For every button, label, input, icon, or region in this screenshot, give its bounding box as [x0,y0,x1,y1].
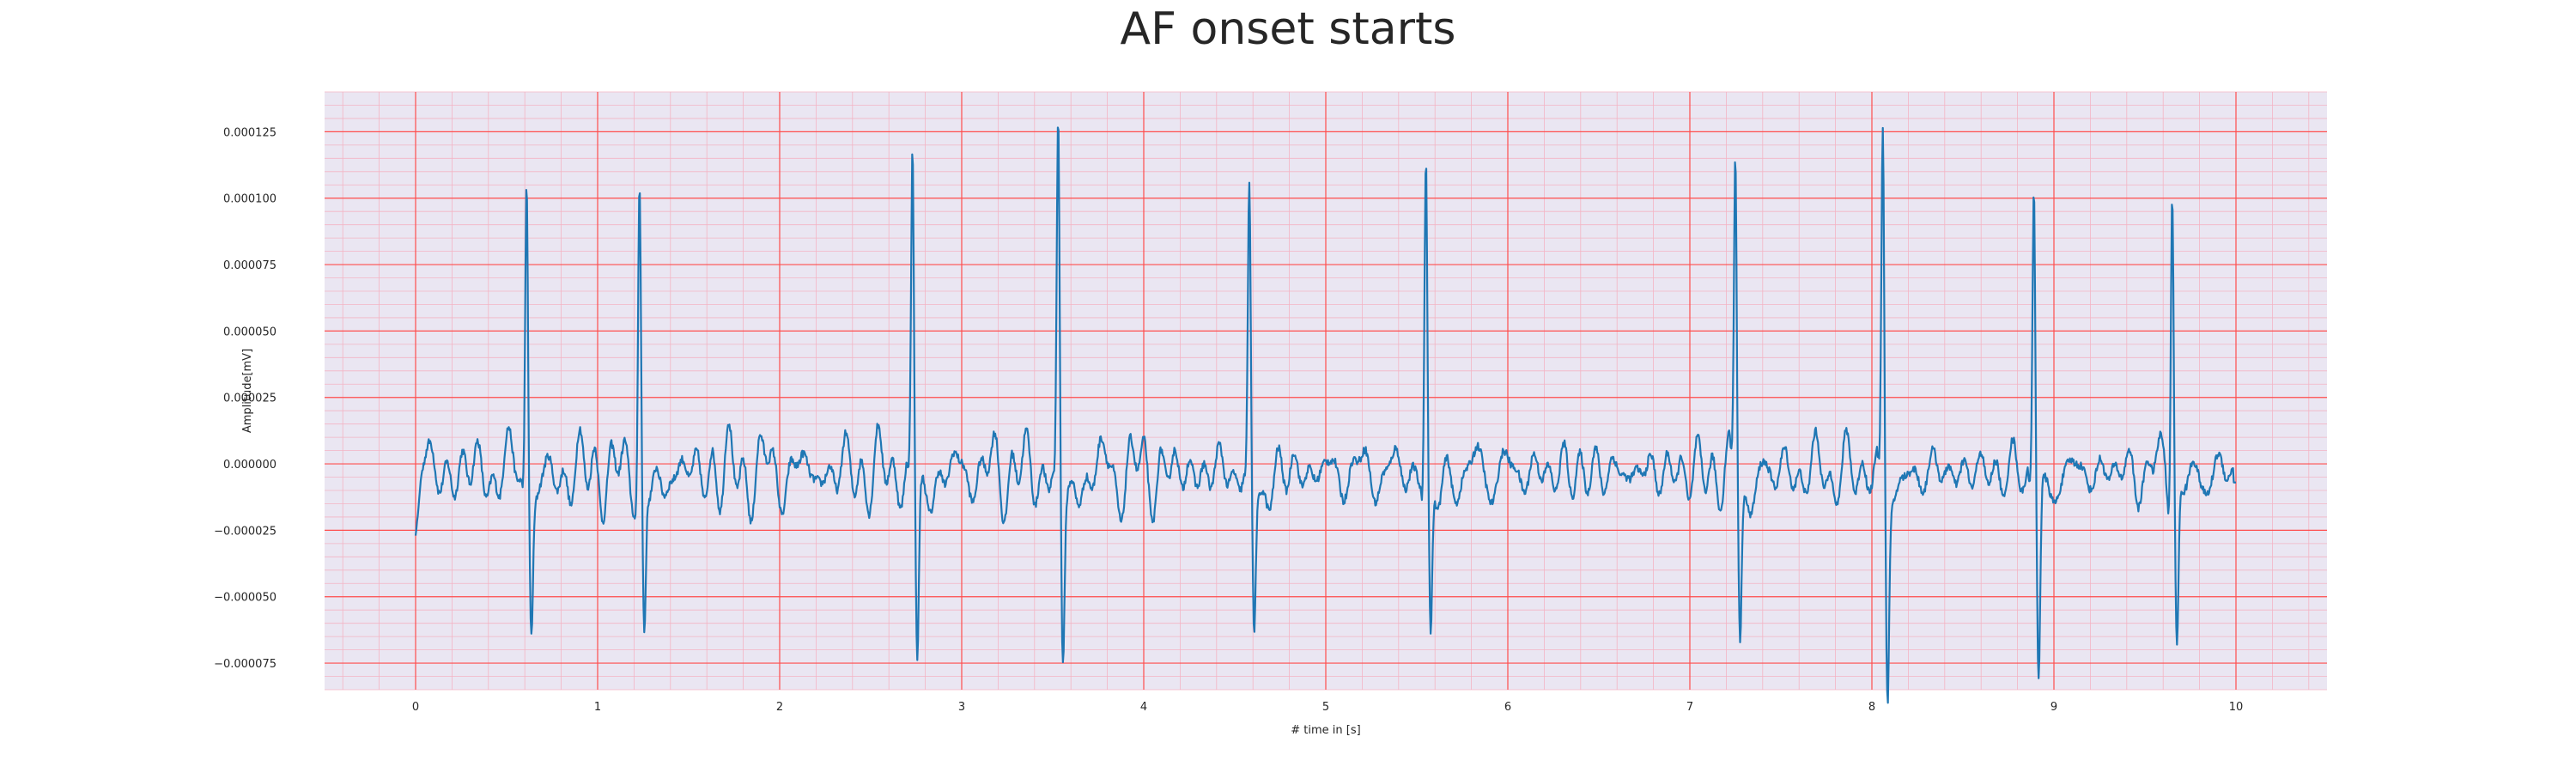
x-tick-label: 1 [594,701,601,714]
major-grid [325,92,2327,690]
chart-title: AF onset starts [1120,3,1456,55]
y-tick-label: 0.000050 [223,326,276,338]
x-tick-label: 6 [1504,701,1511,714]
y-ticks: −0.000075 −0.000050 −0.000025 0.000000 0.000… [214,126,276,671]
y-tick-label: 0.000025 [223,393,276,405]
x-tick-label: 7 [1686,701,1693,714]
y-tick-label: 0.000075 [223,259,276,272]
series-group [414,126,2237,704]
x-tick-label: 9 [2050,701,2057,714]
x-tick-label: 5 [1322,701,1329,714]
x-tick-label: 10 [2229,701,2244,714]
y-tick-label: 0.000000 [223,459,276,472]
y-tick-label: 0.000125 [223,126,276,139]
x-tick-label: 4 [1140,701,1147,714]
y-tick-label: −0.000050 [214,592,276,605]
y-axis-label: Amplitude[mV] [241,349,254,433]
x-tick-label: 0 [412,701,419,714]
x-tick-label: 2 [776,701,783,714]
x-tick-label: 8 [1868,701,1875,714]
ecg-signal-line [414,126,2237,704]
x-ticks: 0 1 2 3 4 5 6 7 8 9 10 [412,701,2243,714]
y-tick-label: 0.000100 [223,193,276,206]
x-tick-label: 3 [958,701,965,714]
y-tick-label: −0.000025 [214,525,276,538]
x-axis-label: # time in [s] [1291,724,1360,737]
y-tick-label: −0.000075 [214,658,276,671]
